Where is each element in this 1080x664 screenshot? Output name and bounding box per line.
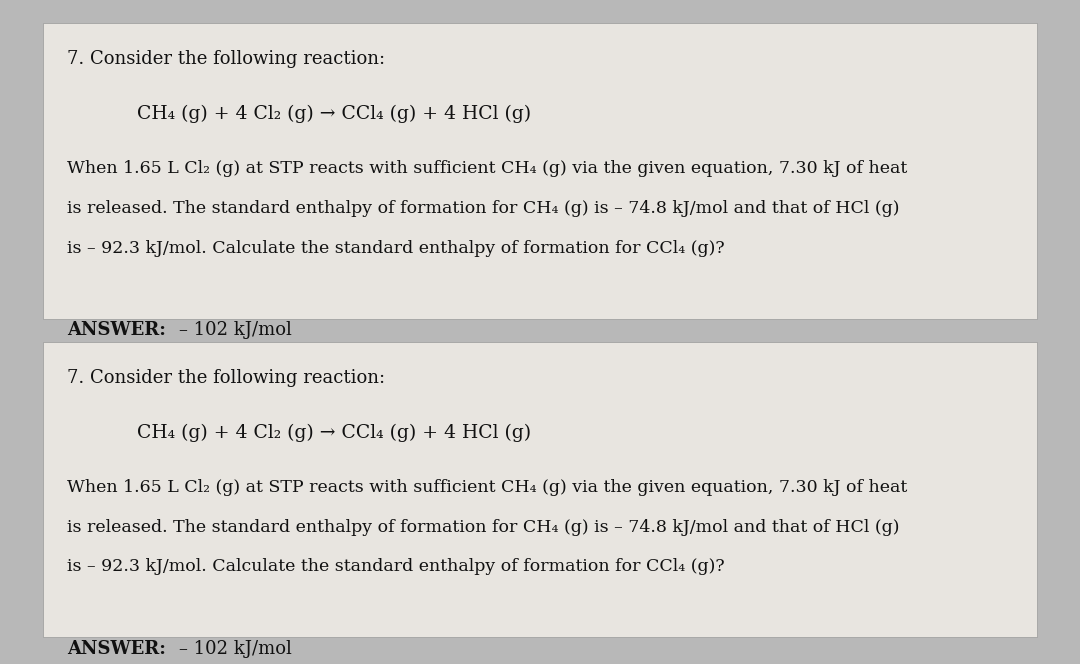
Text: 7. Consider the following reaction:: 7. Consider the following reaction: [67, 369, 386, 386]
Text: is – 92.3 kJ/mol. Calculate the standard enthalpy of formation for CCl₄ (g)?: is – 92.3 kJ/mol. Calculate the standard… [67, 558, 725, 576]
Text: is released. The standard enthalpy of formation for CH₄ (g) is – 74.8 kJ/mol and: is released. The standard enthalpy of fo… [67, 519, 900, 536]
Text: is – 92.3 kJ/mol. Calculate the standard enthalpy of formation for CCl₄ (g)?: is – 92.3 kJ/mol. Calculate the standard… [67, 240, 725, 257]
FancyBboxPatch shape [43, 23, 1037, 319]
Text: When 1.65 L Cl₂ (g) at STP reacts with sufficient CH₄ (g) via the given equation: When 1.65 L Cl₂ (g) at STP reacts with s… [67, 479, 907, 496]
Text: CH₄ (g) + 4 Cl₂ (g) → CCl₄ (g) + 4 HCl (g): CH₄ (g) + 4 Cl₂ (g) → CCl₄ (g) + 4 HCl (… [137, 424, 531, 442]
Text: – 102 kJ/mol: – 102 kJ/mol [156, 639, 292, 657]
Text: When 1.65 L Cl₂ (g) at STP reacts with sufficient CH₄ (g) via the given equation: When 1.65 L Cl₂ (g) at STP reacts with s… [67, 160, 907, 177]
Text: ANSWER:: ANSWER: [67, 321, 166, 339]
FancyBboxPatch shape [43, 342, 1037, 637]
Text: 7. Consider the following reaction:: 7. Consider the following reaction: [67, 50, 386, 68]
Text: is released. The standard enthalpy of formation for CH₄ (g) is – 74.8 kJ/mol and: is released. The standard enthalpy of fo… [67, 200, 900, 217]
Text: – 102 kJ/mol: – 102 kJ/mol [156, 321, 292, 339]
Text: ANSWER:: ANSWER: [67, 639, 166, 657]
Text: CH₄ (g) + 4 Cl₂ (g) → CCl₄ (g) + 4 HCl (g): CH₄ (g) + 4 Cl₂ (g) → CCl₄ (g) + 4 HCl (… [137, 105, 531, 124]
